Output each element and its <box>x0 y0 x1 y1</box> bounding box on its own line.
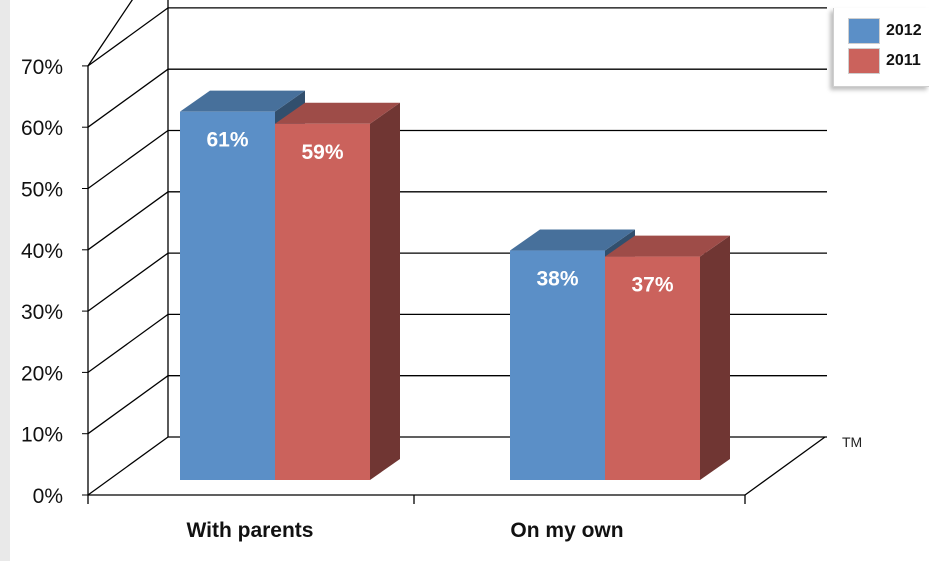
bar-2012 <box>510 250 605 480</box>
legend-item-2012: 2012 <box>848 18 922 44</box>
y-tick-label: 70% <box>21 56 63 79</box>
wall-gridline <box>87 436 169 496</box>
trademark-symbol: TM <box>842 434 863 450</box>
y-tick-label: 30% <box>21 301 63 324</box>
bar-top <box>275 102 400 124</box>
x-category-label: On my own <box>510 519 623 542</box>
left-border-strip <box>0 0 10 561</box>
bar-side <box>370 102 400 480</box>
wall-gridline <box>87 191 169 251</box>
bar-2011 <box>605 256 700 480</box>
bar-side <box>700 235 730 480</box>
legend-label-2012: 2012 <box>886 22 922 39</box>
wall-gridline <box>87 7 169 67</box>
y-tick-label: 50% <box>21 179 63 202</box>
chart-legend: 2012 2011 <box>833 8 929 87</box>
bar-2011 <box>275 123 370 480</box>
floor-edge <box>744 436 826 496</box>
bar-top <box>510 229 635 251</box>
wall-gridline <box>87 375 169 435</box>
wall-gridline <box>87 68 169 128</box>
data-label: 59% <box>301 141 343 164</box>
wall-gridline <box>87 0 133 67</box>
wall-gridline <box>87 129 169 190</box>
legend-item-2011: 2011 <box>848 48 921 74</box>
bar-top <box>180 90 305 112</box>
x-category-label: With parents <box>187 519 314 542</box>
bar-2012 <box>180 111 275 480</box>
legend-swatch-2011 <box>848 48 880 74</box>
legend-swatch-2012 <box>848 18 880 44</box>
legend-label-2011: 2011 <box>886 52 921 69</box>
bar-top <box>605 235 730 257</box>
y-tick-label: 20% <box>21 362 63 385</box>
data-label: 38% <box>536 268 578 291</box>
data-label: 61% <box>206 129 248 152</box>
data-label: 37% <box>631 274 673 297</box>
y-tick-label: 10% <box>21 424 63 447</box>
y-tick-label: 60% <box>21 117 63 140</box>
y-tick-label: 0% <box>33 485 63 508</box>
y-tick-label: 40% <box>21 240 63 263</box>
wall-gridline <box>87 252 169 312</box>
wall-gridline <box>87 313 169 373</box>
